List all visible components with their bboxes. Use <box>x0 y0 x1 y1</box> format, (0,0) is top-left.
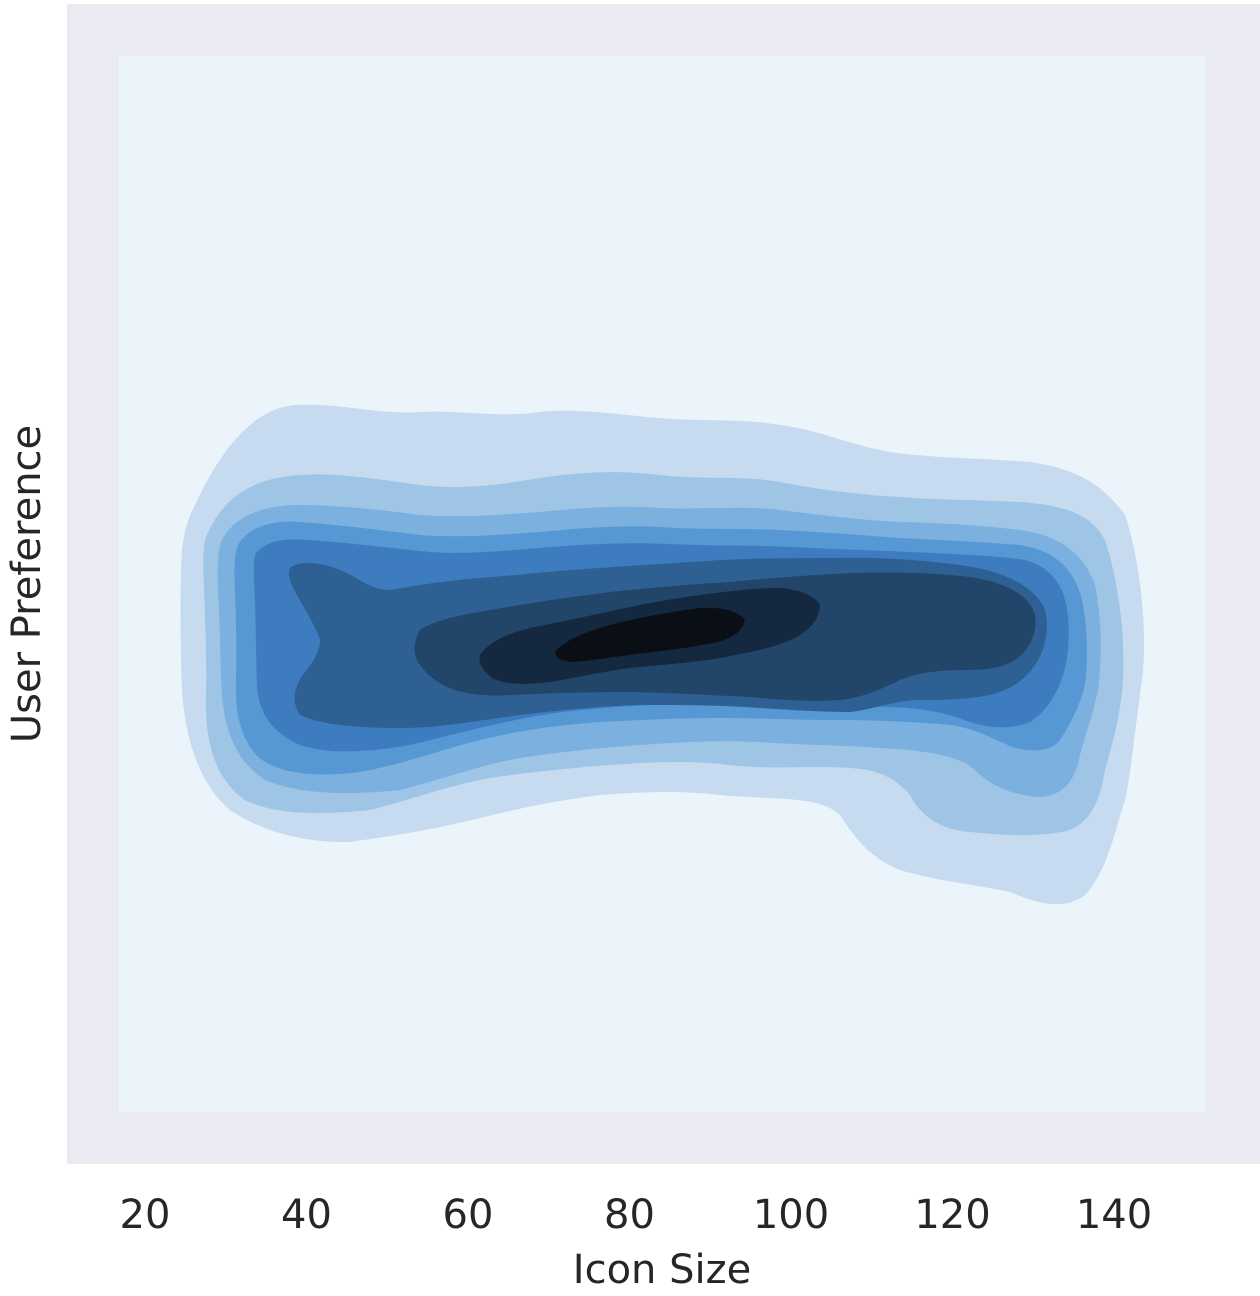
x-tick-label: 20 <box>120 1192 171 1238</box>
x-tick-label: 140 <box>1076 1192 1152 1238</box>
x-tick-label: 120 <box>914 1192 990 1238</box>
x-tick-label: 100 <box>753 1192 829 1238</box>
x-axis-ticks: 20 40 60 80 100 120 140 <box>120 1192 1153 1238</box>
density-contours <box>180 404 1145 905</box>
density-level-9 <box>555 607 745 662</box>
x-tick-label: 40 <box>281 1192 332 1238</box>
y-axis-label: User Preference <box>4 425 50 743</box>
x-tick-label: 60 <box>443 1192 494 1238</box>
x-axis-label: Icon Size <box>573 1247 751 1293</box>
x-tick-label: 80 <box>604 1192 655 1238</box>
